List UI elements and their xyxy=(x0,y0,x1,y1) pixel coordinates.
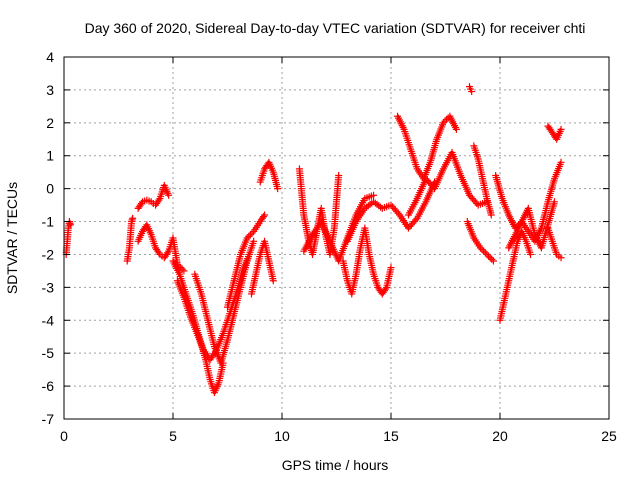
data-point xyxy=(476,244,484,252)
data-point xyxy=(557,158,565,166)
y-axis-label: SDTVAR / TECUs xyxy=(4,182,20,294)
data-point xyxy=(557,125,565,133)
data-point xyxy=(155,196,163,204)
y-tick-label: 1 xyxy=(46,148,54,164)
data-point xyxy=(259,213,267,221)
x-tick-label: 20 xyxy=(492,428,508,444)
data-point xyxy=(155,249,163,257)
x-tick-label: 25 xyxy=(601,428,617,444)
x-tick-label: 10 xyxy=(274,428,290,444)
y-tick-label: 4 xyxy=(46,49,54,65)
x-tick-label: 0 xyxy=(60,428,68,444)
data-point xyxy=(483,250,491,258)
data-point xyxy=(485,252,493,260)
data-point xyxy=(178,265,186,273)
data-point xyxy=(488,255,496,263)
x-axis-label: GPS time / hours xyxy=(282,457,389,473)
data-point xyxy=(480,247,488,255)
data-point xyxy=(269,277,277,285)
y-tick-label: -6 xyxy=(42,378,55,394)
data-point xyxy=(246,231,254,239)
y-tick-label: -3 xyxy=(42,279,55,295)
x-tick-label: 5 xyxy=(169,428,177,444)
y-tick-label: -2 xyxy=(42,246,55,262)
y-tick-label: -5 xyxy=(42,345,55,361)
data-point xyxy=(481,249,489,257)
y-tick-label: 0 xyxy=(46,181,54,197)
y-tick-labels: -7 -6 -5 -4 -3 -2 -1 0 1 2 3 4 xyxy=(42,49,55,427)
y-tick-label: -7 xyxy=(42,411,55,427)
data-point xyxy=(274,185,282,193)
data-point xyxy=(370,191,378,199)
data-point xyxy=(261,211,269,219)
y-tick-label: 3 xyxy=(46,82,54,98)
data-point xyxy=(489,257,497,265)
x-tick-label: 15 xyxy=(383,428,399,444)
data-points xyxy=(62,83,565,397)
data-point xyxy=(394,209,402,217)
data-point xyxy=(387,264,395,272)
data-point xyxy=(486,254,494,262)
data-point xyxy=(382,285,390,293)
data-point xyxy=(557,254,565,262)
y-tick-label: -1 xyxy=(42,214,55,230)
data-point xyxy=(67,221,75,229)
data-point xyxy=(335,171,343,179)
data-point xyxy=(478,246,486,254)
data-point xyxy=(250,237,258,245)
data-point xyxy=(441,117,449,125)
x-tick-labels: 0 5 10 15 20 25 xyxy=(60,428,617,444)
axis-ticks xyxy=(63,56,610,420)
plot-frame xyxy=(63,56,610,420)
chart-title: Day 360 of 2020, Sidereal Day-to-day VTE… xyxy=(85,20,586,36)
data-point xyxy=(243,234,251,242)
y-tick-label: 2 xyxy=(46,115,54,131)
data-point xyxy=(439,119,447,127)
data-point xyxy=(245,232,253,240)
data-point xyxy=(165,191,173,199)
data-point xyxy=(180,267,188,275)
data-point xyxy=(487,211,495,219)
data-point xyxy=(527,250,535,258)
data-point xyxy=(551,198,558,206)
data-point xyxy=(452,125,460,133)
data-point xyxy=(164,249,172,257)
data-point xyxy=(129,214,137,222)
grid xyxy=(64,57,609,419)
data-point xyxy=(412,216,420,224)
y-tick-label: -4 xyxy=(42,312,55,328)
data-point xyxy=(248,229,256,237)
data-point xyxy=(468,88,476,96)
